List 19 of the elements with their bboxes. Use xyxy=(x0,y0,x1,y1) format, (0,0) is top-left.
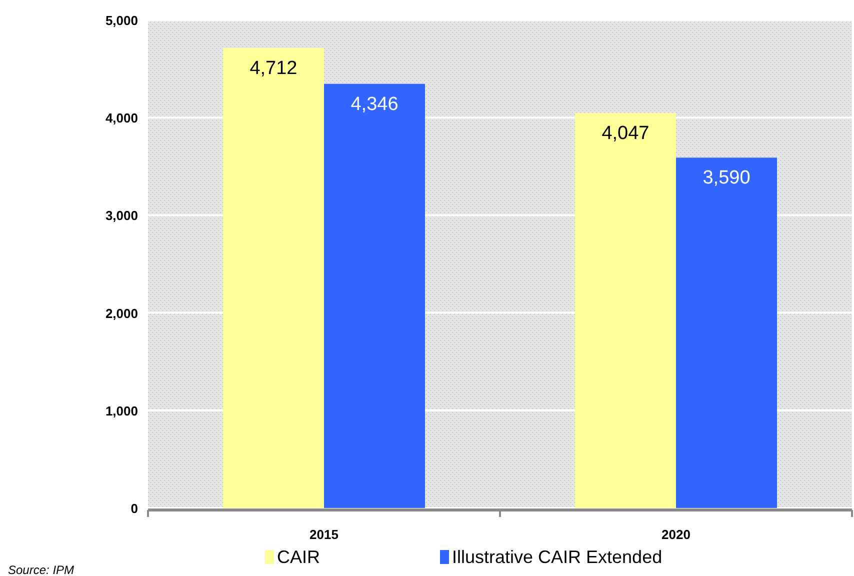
data-label: 4,047 xyxy=(602,123,650,144)
data-label: 4,712 xyxy=(250,58,298,80)
bar xyxy=(676,158,778,508)
legend-label: CAIR xyxy=(277,547,320,567)
legend-label: Illustrative CAIR Extended xyxy=(452,547,662,567)
y-tick-label: 1,000 xyxy=(105,403,138,418)
source-note: Source: IPM xyxy=(8,563,74,576)
y-tick-label: 3,000 xyxy=(105,208,138,224)
y-tick-label: 5,000 xyxy=(105,13,138,28)
bar xyxy=(222,48,324,508)
data-label: 4,346 xyxy=(350,94,398,115)
bar xyxy=(324,84,426,508)
y-tick-label: 4,000 xyxy=(105,110,138,126)
data-label: 3,590 xyxy=(702,168,750,189)
x-tick-label: 2020 xyxy=(662,527,690,542)
y-tick-label: 2,000 xyxy=(105,306,138,321)
bar xyxy=(574,113,676,508)
y-tick-label: 0 xyxy=(130,501,138,516)
x-tick-label: 2015 xyxy=(310,527,338,542)
